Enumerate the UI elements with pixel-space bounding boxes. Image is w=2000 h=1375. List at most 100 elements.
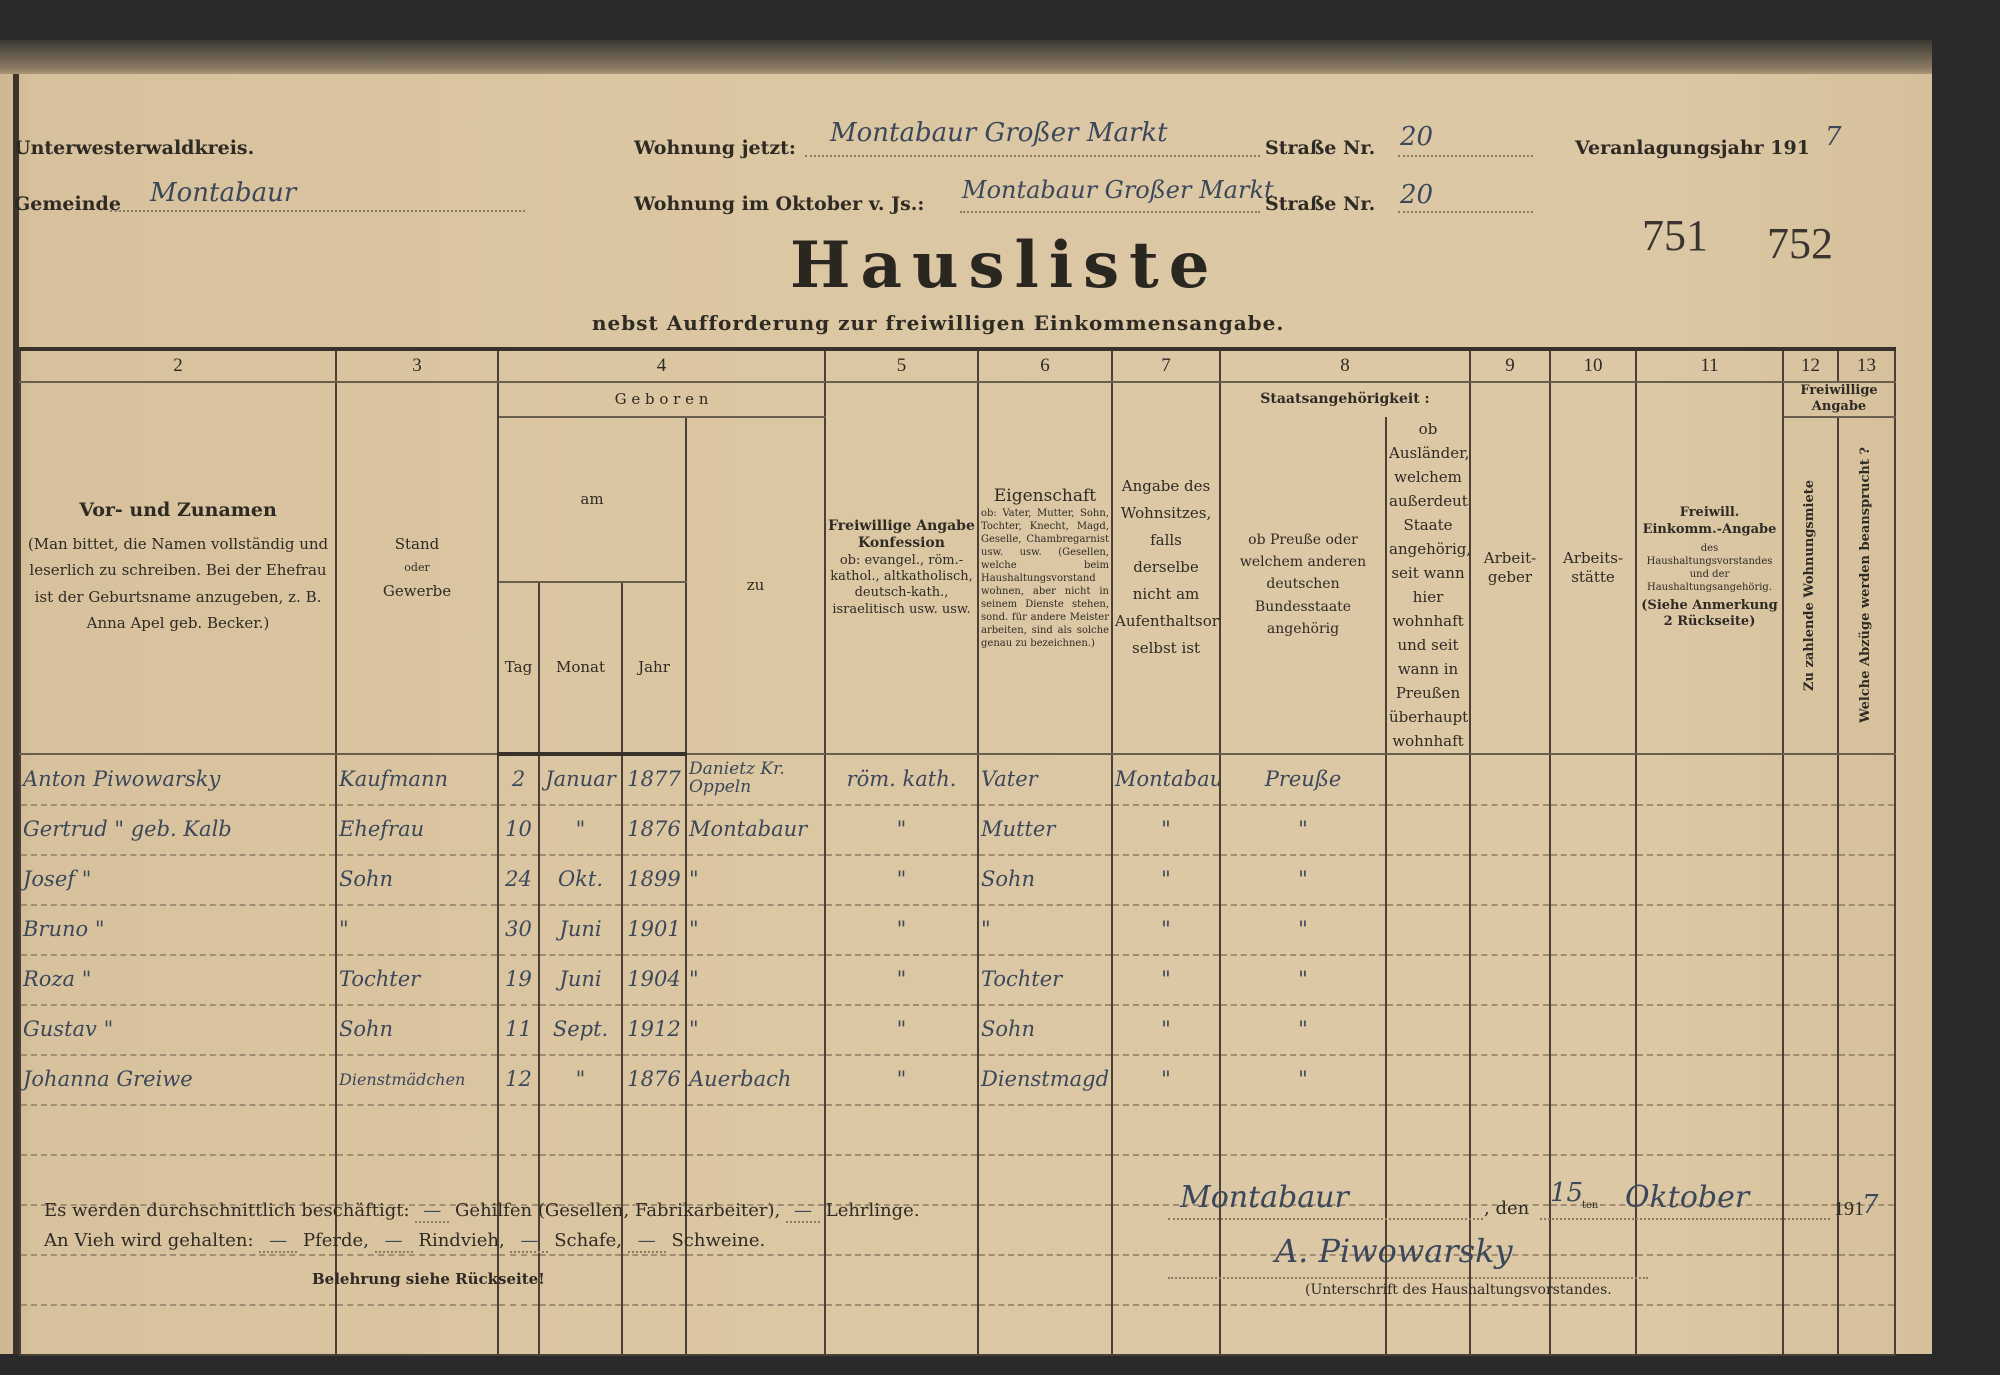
cell-wohnsitz: " xyxy=(1111,1004,1221,1056)
table-row: Anton Piwowarsky Kaufmann 2 Januar 1877 Danie… xyxy=(19,753,1896,806)
cell-miete xyxy=(1782,1204,1839,1256)
cell-staat-auslaender xyxy=(1385,904,1471,956)
cell-monat xyxy=(538,1154,623,1206)
cell-jahr: 1899 xyxy=(621,854,687,906)
cell-einkommen xyxy=(1635,854,1784,906)
header-arbeitsstaette: Arbeits-stätte xyxy=(1549,382,1637,755)
cell-staat-auslaender xyxy=(1385,753,1471,806)
cell-staat-preusse: " xyxy=(1219,1004,1387,1056)
page-top-edge xyxy=(0,40,1932,80)
table-row: Roza " Tochter 19 Juni 1904 " " Tochter " " xyxy=(19,954,1896,1006)
cell-monat xyxy=(538,1304,623,1356)
stamp-number-2: 752 xyxy=(1767,219,1833,268)
cell-jahr: 1876 xyxy=(621,804,687,856)
strasse-label-oktober: Straße Nr. xyxy=(1265,193,1376,215)
cell-arbeitsstaette xyxy=(1549,804,1637,856)
cell-tag xyxy=(497,1304,540,1356)
wohnung-oktober-label: Wohnung im Oktober v. Js.: xyxy=(634,193,925,215)
table-row xyxy=(19,1304,1896,1356)
cell-jahr: 1901 xyxy=(621,904,687,956)
schweine-label: Schweine. xyxy=(671,1230,766,1251)
header-oder-text: oder xyxy=(404,560,430,574)
cell-tag xyxy=(497,1104,540,1156)
cell-abzuege xyxy=(1837,753,1896,806)
cell-abzuege xyxy=(1837,1204,1896,1256)
cell-tag: 10 xyxy=(497,804,540,856)
datum-dotted-line xyxy=(1540,1218,1830,1220)
cell-geburtsort: Danietz Kr. Oppeln xyxy=(685,753,826,806)
table-row xyxy=(19,1104,1896,1156)
cell-arbeitsstaette xyxy=(1549,854,1637,906)
col-number: 11 xyxy=(1635,347,1784,383)
cell-arbeitgeber xyxy=(1469,854,1551,906)
cell-abzuege xyxy=(1837,1004,1896,1056)
col-number: 10 xyxy=(1549,347,1637,383)
cell-monat xyxy=(538,1204,623,1256)
cell-geburtsort: Auerbach xyxy=(685,1054,826,1106)
cell-abzuege xyxy=(1837,854,1896,906)
footer-line-vieh: An Vieh wird gehalten: — Pferde, — Rindv… xyxy=(44,1230,766,1253)
vieh-label: An Vieh wird gehalten: xyxy=(44,1230,254,1251)
header-einkommen-note: des Haushaltungsvorstandes und der Haush… xyxy=(1646,542,1773,593)
cell-stand xyxy=(335,1104,499,1156)
cell-tag: 11 xyxy=(497,1004,540,1056)
cell-tag: 30 xyxy=(497,904,540,956)
header-eigenschaft-title: Eigenschaft xyxy=(993,485,1097,506)
strasse-nr-oktober: 20 xyxy=(1400,180,1434,210)
den-label: , den xyxy=(1484,1198,1530,1219)
cell-geburtsort xyxy=(685,1204,826,1256)
datum-monat: Oktober xyxy=(1625,1180,1750,1215)
cell-wohnsitz xyxy=(1111,1104,1221,1156)
cell-tag xyxy=(497,1154,540,1206)
cell-wohnsitz xyxy=(1111,1254,1221,1306)
cell-konfession: " xyxy=(824,804,979,856)
cell-miete xyxy=(1782,954,1839,1006)
header-miete: Zu zahlende Wohnungsmiete xyxy=(1782,416,1839,755)
wohnung-jetzt-label: Wohnung jetzt: xyxy=(634,137,796,159)
col-number: 6 xyxy=(977,347,1113,383)
kreis-label: Unterwesterwaldkreis. xyxy=(14,137,255,159)
datum-jahr-value: 7 xyxy=(1862,1190,1879,1220)
cell-tag: 2 xyxy=(497,753,540,806)
cell-jahr xyxy=(621,1254,687,1306)
header-stand: Stand oder Gewerbe xyxy=(335,382,499,755)
cell-staat-preusse: " xyxy=(1219,954,1387,1006)
cell-eigenschaft xyxy=(977,1254,1113,1306)
cell-konfession: " xyxy=(824,954,979,1006)
cell-arbeitsstaette xyxy=(1549,1254,1637,1306)
header-einkommen: Freiwill. Einkomm.-Angabe des Haushaltun… xyxy=(1635,382,1784,755)
cell-wohnsitz: " xyxy=(1111,804,1221,856)
veranlagungsjahr-value: 7 xyxy=(1825,122,1842,152)
gemeinde-value: Montabaur xyxy=(150,178,297,208)
header-zu: zu xyxy=(685,416,826,755)
cell-name: Josef " xyxy=(19,854,337,906)
cell-name xyxy=(19,1304,337,1356)
signature-dotted-line xyxy=(1168,1277,1648,1279)
cell-miete xyxy=(1782,854,1839,906)
ort-value: Montabaur xyxy=(1180,1180,1349,1215)
cell-arbeitsstaette xyxy=(1549,1104,1637,1156)
table-row xyxy=(19,1154,1896,1206)
table-row: Bruno " " 30 Juni 1901 " " " " " xyxy=(19,904,1896,956)
cell-stand: Sohn xyxy=(335,1004,499,1056)
cell-einkommen xyxy=(1635,904,1784,956)
header-am: am xyxy=(497,416,687,583)
cell-arbeitgeber xyxy=(1469,1254,1551,1306)
cell-staat-auslaender xyxy=(1385,804,1471,856)
cell-geburtsort: " xyxy=(685,954,826,1006)
cell-konfession xyxy=(824,1104,979,1156)
cell-wohnsitz: " xyxy=(1111,1054,1221,1106)
gehilfen-value: — xyxy=(415,1200,450,1223)
col-number: 4 xyxy=(497,347,826,383)
lehrlinge-label: Lehrlinge. xyxy=(825,1200,920,1221)
cell-stand xyxy=(335,1204,499,1256)
binding-edge xyxy=(13,74,19,1354)
cell-staat-auslaender xyxy=(1385,1204,1471,1256)
pferde-label: Pferde, xyxy=(303,1230,369,1251)
cell-miete xyxy=(1782,1104,1839,1156)
pferde-value: — xyxy=(259,1230,298,1253)
cell-jahr: 1877 xyxy=(621,753,687,806)
household-table: 2 3 4 5 6 7 8 9 10 11 12 13 Vor- und Zun… xyxy=(19,347,1896,1356)
cell-tag: 12 xyxy=(497,1054,540,1106)
cell-staat-preusse xyxy=(1219,1104,1387,1156)
